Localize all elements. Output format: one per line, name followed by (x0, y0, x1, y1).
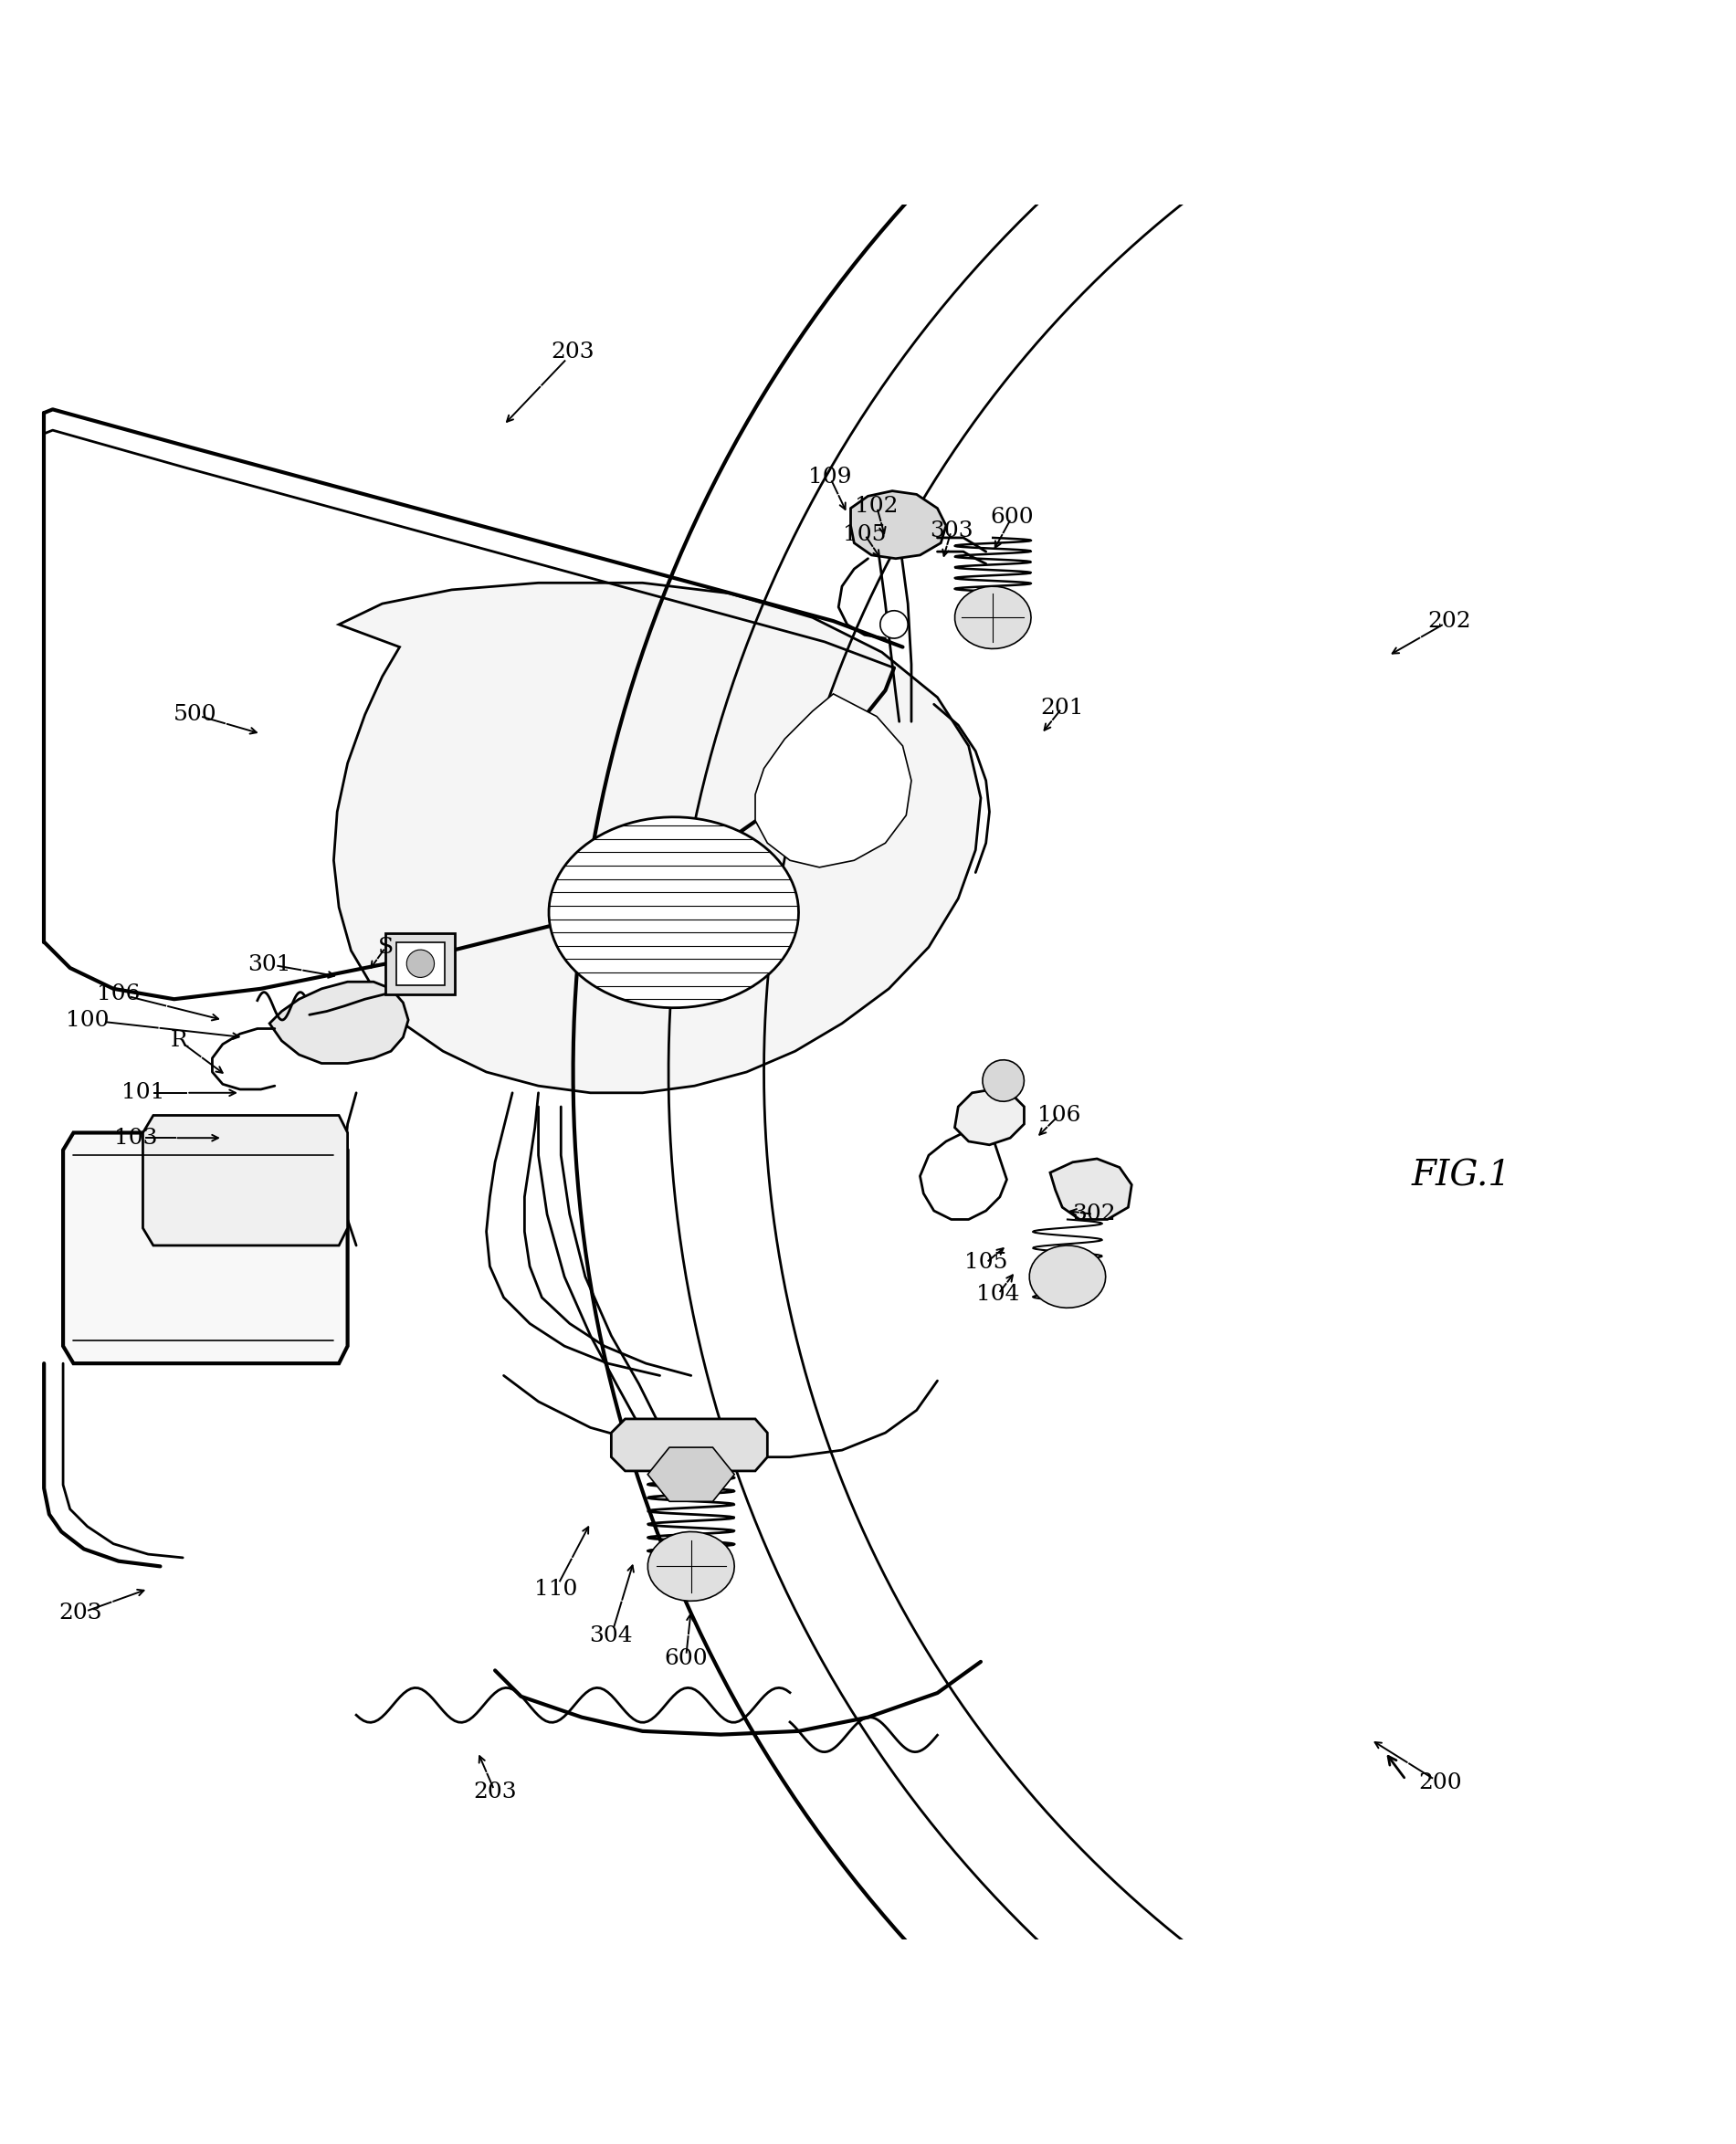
Text: 302: 302 (1071, 1203, 1115, 1224)
Text: 103: 103 (115, 1128, 158, 1149)
Polygon shape (983, 1059, 1024, 1102)
Polygon shape (406, 950, 434, 978)
Text: R: R (170, 1031, 187, 1051)
Polygon shape (1029, 1246, 1106, 1308)
Polygon shape (611, 1419, 767, 1471)
Text: 203: 203 (474, 1782, 517, 1803)
Polygon shape (955, 585, 1031, 650)
Text: 100: 100 (66, 1010, 109, 1031)
Text: 110: 110 (535, 1578, 578, 1599)
Polygon shape (269, 982, 408, 1063)
Polygon shape (880, 611, 908, 639)
Polygon shape (955, 1089, 1024, 1145)
Polygon shape (1050, 1158, 1132, 1220)
Text: 301: 301 (248, 954, 292, 976)
Text: 106: 106 (1036, 1104, 1080, 1126)
Polygon shape (62, 1132, 347, 1364)
Text: 106: 106 (97, 984, 141, 1003)
Text: 203: 203 (552, 341, 595, 362)
Text: 500: 500 (174, 703, 217, 725)
Polygon shape (142, 1115, 347, 1246)
Polygon shape (755, 695, 911, 868)
Text: 101: 101 (122, 1083, 165, 1104)
Text: 203: 203 (59, 1604, 102, 1623)
Polygon shape (385, 933, 455, 995)
Text: 105: 105 (963, 1252, 1007, 1274)
Text: 202: 202 (1427, 611, 1470, 632)
Text: FIG.1: FIG.1 (1411, 1160, 1510, 1192)
Polygon shape (648, 1531, 734, 1602)
Polygon shape (851, 491, 946, 560)
Polygon shape (549, 817, 799, 1008)
Text: 600: 600 (665, 1649, 708, 1668)
Polygon shape (396, 941, 444, 986)
Text: 109: 109 (809, 467, 852, 487)
Text: 600: 600 (990, 506, 1033, 527)
Text: 105: 105 (844, 523, 885, 545)
Polygon shape (648, 1447, 734, 1501)
Text: 304: 304 (590, 1625, 634, 1647)
Text: 102: 102 (856, 495, 898, 517)
Text: 200: 200 (1418, 1773, 1462, 1795)
Text: 303: 303 (929, 521, 972, 540)
Text: 104: 104 (976, 1284, 1019, 1304)
Text: 201: 201 (1040, 697, 1083, 718)
Text: S: S (378, 937, 394, 958)
Polygon shape (333, 583, 981, 1093)
